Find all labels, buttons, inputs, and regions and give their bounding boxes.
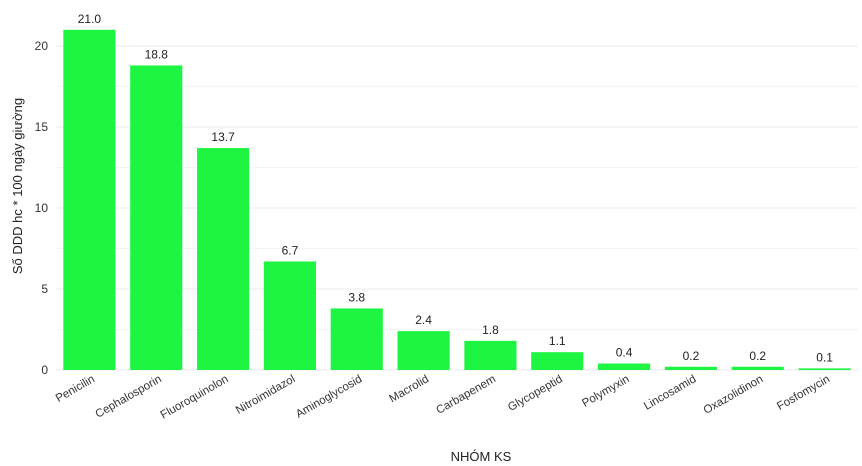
bar-penicilin xyxy=(63,29,116,371)
data-label-fosfomycin: 0.1 xyxy=(816,350,833,364)
data-label-fluoroquinolon: 13.7 xyxy=(211,130,235,144)
x-tick-label-cephalosporin: Cephalosporin xyxy=(94,373,164,420)
x-tick-label-macrolid: Macrolid xyxy=(387,373,431,405)
x-tick-label-fosfomycin: Fosfomycin xyxy=(775,373,832,413)
x-tick-label-oxazolidinon: Oxazolidinon xyxy=(702,373,766,417)
bar-aminoglycosid xyxy=(330,308,383,370)
x-tick-label-polymyxin: Polymyxin xyxy=(580,373,631,410)
data-label-polymyxin: 0.4 xyxy=(616,346,633,360)
x-tick-label-aminoglycosid: Aminoglycosid xyxy=(294,373,364,420)
x-tick-label-nitroimidazol: Nitroimidazol xyxy=(234,373,298,417)
data-label-nitroimidazol: 6.7 xyxy=(282,243,299,257)
x-axis-title: NHÓM KS xyxy=(451,449,512,464)
data-label-cephalosporin: 18.8 xyxy=(145,47,169,61)
data-label-lincosamid: 0.2 xyxy=(683,349,700,363)
bar-glycopeptid xyxy=(531,352,584,370)
data-labels: 21.0 18.8 13.7 6.7 3.8 2.4 1.8 1.1 0.4 0.2 0.2 0.1 xyxy=(78,12,834,365)
bar-polymyxin xyxy=(598,363,651,370)
y-tick-label: 20 xyxy=(35,39,49,53)
bar-cephalosporin xyxy=(130,65,183,370)
data-label-glycopeptid: 1.1 xyxy=(549,334,566,348)
x-tick-label-fluoroquinolon: Fluoroquinolon xyxy=(159,373,231,421)
data-label-penicilin: 21.0 xyxy=(78,12,102,26)
bar-fosfomycin xyxy=(798,368,851,370)
bar-fluoroquinolon xyxy=(197,148,250,370)
data-label-macrolid: 2.4 xyxy=(415,313,432,327)
x-tick-label-carbapenem: Carbapenem xyxy=(434,373,498,417)
x-tick-label-glycopeptid: Glycopeptid xyxy=(506,373,565,414)
y-tick-label: 0 xyxy=(41,363,48,377)
bar-oxazolidinon xyxy=(731,366,784,370)
y-tick-label: 15 xyxy=(35,120,49,134)
data-label-carbapenem: 1.8 xyxy=(482,323,499,337)
grid-lines xyxy=(56,45,858,371)
bar-lincosamid xyxy=(664,366,717,370)
bars xyxy=(63,29,851,371)
y-tick-label: 10 xyxy=(35,201,49,215)
y-axis-ticks: 0 5 10 15 20 xyxy=(35,39,49,377)
y-tick-label: 5 xyxy=(41,282,48,296)
bar-carbapenem xyxy=(464,340,517,370)
x-tick-label-lincosamid: Lincosamid xyxy=(642,373,698,412)
data-label-aminoglycosid: 3.8 xyxy=(348,290,365,304)
x-tick-label-penicilin: Penicilin xyxy=(54,373,97,405)
y-axis-title: Số DDD hc * 100 ngày giường xyxy=(10,98,25,274)
bar-nitroimidazol xyxy=(263,261,316,370)
data-label-oxazolidinon: 0.2 xyxy=(749,349,766,363)
bar-macrolid xyxy=(397,331,450,370)
